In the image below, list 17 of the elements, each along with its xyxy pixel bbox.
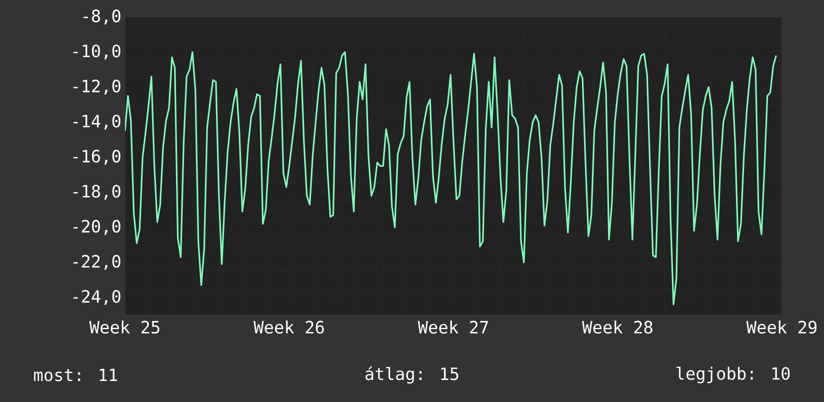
y-tick-label: -14,0 (73, 114, 120, 130)
x-tick-label: Week 26 (254, 320, 324, 334)
x-tick-label: Week 29 (746, 320, 817, 334)
x-tick-label: Week 25 (89, 320, 160, 334)
y-tick-label: -10,0 (73, 44, 120, 60)
x-tick-label: Week 28 (582, 320, 652, 334)
text: átlag: 15 (366, 366, 458, 384)
y-tick-label: -20,0 (73, 220, 120, 235)
y-tick-label: -16,0 (73, 150, 120, 165)
x-tick-label: Week 27 (418, 320, 488, 334)
y-tick-label: -24,0 (73, 290, 120, 305)
y-tick-label: -22,0 (73, 254, 120, 270)
text: legjobb: 10 (676, 366, 790, 384)
y-tick-label: -18,0 (73, 184, 120, 200)
y-tick-label: -12,0 (73, 80, 120, 95)
y-tick-label: -8,0 (84, 10, 120, 24)
text: most: 11 (34, 368, 118, 382)
